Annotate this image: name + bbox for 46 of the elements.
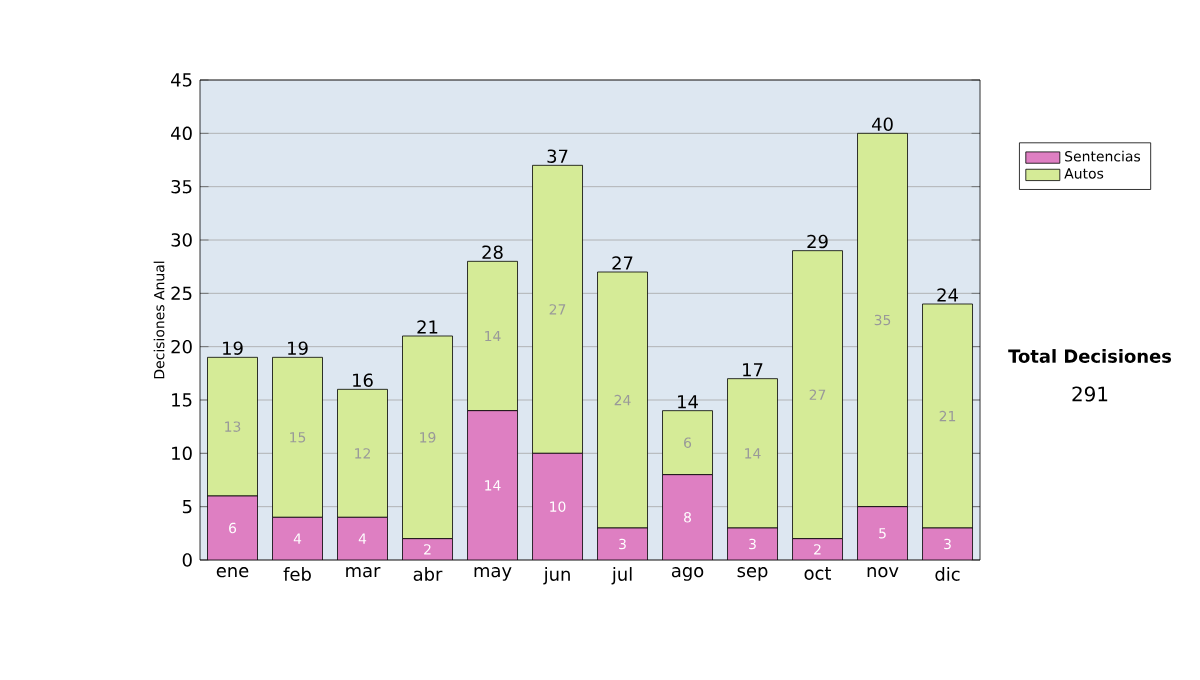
total-label: 40 <box>871 117 893 131</box>
total-label: 28 <box>482 245 503 259</box>
x-tick-label: sep <box>737 567 768 581</box>
bar <box>337 517 388 560</box>
x-tick-label: jul <box>611 567 632 585</box>
bar <box>857 506 908 560</box>
y-tick-label: 20 <box>171 339 192 354</box>
total-label: 29 <box>807 234 828 249</box>
total-label: 16 <box>353 373 373 387</box>
bar <box>532 453 583 560</box>
x-tick-label: may <box>474 567 512 581</box>
text: Total Decisiones <box>1008 349 1172 363</box>
y-tick-label: 15 <box>172 393 192 407</box>
text: 291 <box>1072 386 1108 402</box>
total-label: 24 <box>937 288 958 302</box>
y-tick-label: 45 <box>171 73 192 87</box>
total-label: 27 <box>612 256 633 270</box>
y-tick-label: 40 <box>171 126 192 141</box>
x-tick-label: nov <box>867 567 899 578</box>
bar <box>597 528 648 560</box>
x-tick-label: dic <box>935 567 960 581</box>
y-tick-label: 30 <box>171 233 192 247</box>
y-tick-label: 10 <box>172 446 192 461</box>
x-tick-label: ene <box>216 567 249 578</box>
y-tick-label: 35 <box>171 179 192 194</box>
y-tick-label: 0 <box>182 553 192 567</box>
total-label: 14 <box>678 395 698 409</box>
bar <box>272 517 323 560</box>
total-label: 19 <box>288 341 308 355</box>
y-tick-label: 25 <box>171 286 192 301</box>
x-tick-label: ago <box>671 567 704 581</box>
total-label: 17 <box>743 363 763 377</box>
x-tick-label: oct <box>804 567 832 580</box>
bar <box>207 496 258 560</box>
y-tick-label: 5 <box>182 500 192 514</box>
bar <box>922 527 973 560</box>
x-tick-label: mar <box>346 567 381 578</box>
bar <box>662 474 713 560</box>
bar <box>727 528 778 560</box>
x-tick-label: jun <box>543 567 570 585</box>
x-tick-label: feb <box>283 567 311 581</box>
bar <box>467 410 518 560</box>
total-label: 21 <box>417 320 438 334</box>
x-tick-label: abr <box>413 567 443 581</box>
total-label: 37 <box>547 149 568 163</box>
total-label: 19 <box>223 341 243 355</box>
